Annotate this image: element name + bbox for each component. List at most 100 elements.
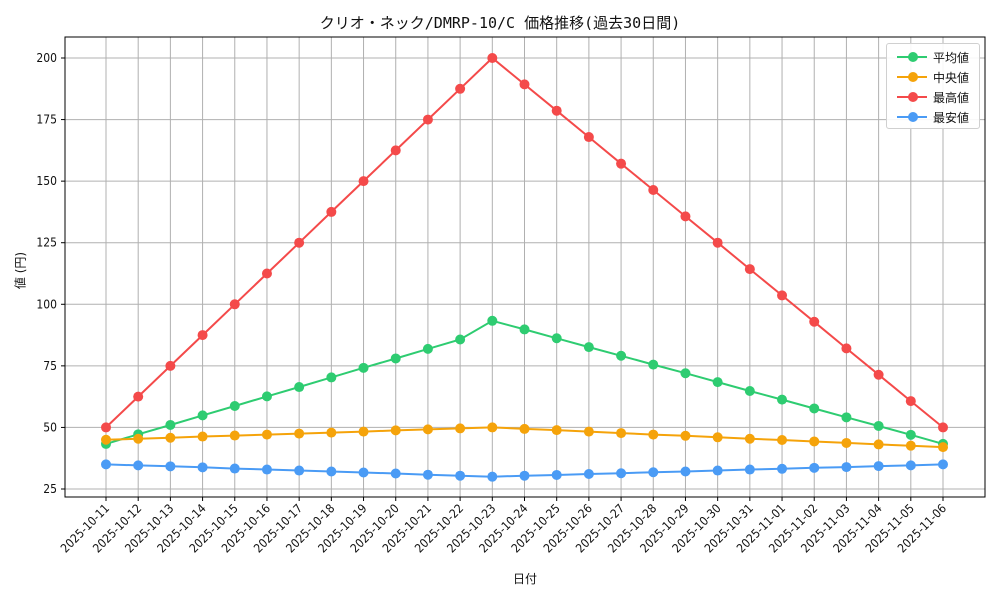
data-point bbox=[165, 419, 176, 430]
data-point bbox=[358, 176, 369, 187]
series-1 bbox=[101, 422, 948, 453]
data-point bbox=[133, 433, 144, 444]
data-point bbox=[680, 368, 691, 379]
data-point bbox=[777, 434, 788, 445]
data-point bbox=[744, 433, 755, 444]
legend-item-median: 中央値 bbox=[887, 67, 979, 87]
data-point bbox=[487, 315, 498, 326]
legend-item-max: 最高値 bbox=[887, 87, 979, 107]
data-point bbox=[101, 434, 111, 445]
data-point bbox=[841, 412, 852, 423]
legend-item-average: 平均値 bbox=[887, 47, 979, 67]
data-point bbox=[809, 436, 820, 447]
data-point bbox=[841, 343, 852, 354]
grid-lines bbox=[65, 37, 985, 497]
data-point bbox=[809, 403, 820, 414]
data-point bbox=[551, 469, 562, 480]
data-point bbox=[551, 105, 562, 116]
data-point bbox=[680, 430, 691, 441]
data-point bbox=[616, 350, 627, 361]
data-point bbox=[229, 430, 240, 441]
data-point bbox=[616, 158, 627, 169]
data-point bbox=[648, 359, 659, 370]
y-tick-label: 125 bbox=[36, 236, 57, 250]
data-point bbox=[712, 432, 723, 443]
data-point bbox=[197, 431, 208, 442]
data-point bbox=[261, 464, 272, 475]
data-point bbox=[197, 330, 208, 341]
data-point bbox=[261, 429, 272, 440]
data-point bbox=[133, 460, 144, 471]
data-point bbox=[841, 437, 852, 448]
data-point bbox=[390, 425, 401, 436]
data-point bbox=[905, 396, 916, 407]
data-point bbox=[358, 467, 369, 478]
data-point bbox=[165, 360, 176, 371]
data-point bbox=[165, 461, 176, 472]
data-point bbox=[261, 391, 272, 402]
data-point bbox=[938, 459, 948, 470]
legend-marker-icon bbox=[908, 112, 918, 122]
data-point bbox=[777, 394, 788, 405]
legend-label: 最高値 bbox=[933, 91, 970, 105]
data-point bbox=[873, 439, 884, 450]
data-point bbox=[809, 316, 820, 327]
legend-marker-icon bbox=[908, 92, 918, 102]
data-point bbox=[744, 264, 755, 275]
data-point bbox=[712, 237, 723, 248]
data-point bbox=[744, 464, 755, 475]
data-point bbox=[519, 79, 530, 90]
data-point bbox=[422, 343, 433, 354]
data-point bbox=[326, 466, 337, 477]
data-point bbox=[551, 425, 562, 436]
data-point bbox=[680, 466, 691, 477]
data-point bbox=[744, 385, 755, 396]
data-point bbox=[326, 206, 337, 217]
y-tick-label: 175 bbox=[36, 113, 57, 127]
data-point bbox=[938, 442, 948, 453]
data-point bbox=[390, 353, 401, 364]
x-axis-ticks: 2025-10-112025-10-122025-10-132025-10-14… bbox=[58, 497, 949, 555]
data-point bbox=[519, 423, 530, 434]
data-point bbox=[390, 468, 401, 479]
data-point bbox=[648, 429, 659, 440]
data-point bbox=[229, 463, 240, 474]
series-2 bbox=[101, 53, 948, 433]
data-point bbox=[583, 468, 594, 479]
data-point bbox=[294, 465, 305, 476]
data-point bbox=[455, 470, 466, 481]
data-point bbox=[422, 114, 433, 125]
data-point bbox=[873, 420, 884, 431]
data-point bbox=[712, 465, 723, 476]
data-point bbox=[648, 467, 659, 478]
data-point bbox=[551, 333, 562, 344]
data-point bbox=[326, 427, 337, 438]
legend: 平均値 中央値 最高値 最安値 bbox=[886, 43, 980, 129]
legend-marker-icon bbox=[908, 72, 918, 82]
data-series bbox=[101, 53, 948, 482]
data-point bbox=[197, 410, 208, 421]
data-point bbox=[841, 462, 852, 473]
data-point bbox=[873, 369, 884, 380]
data-point bbox=[519, 470, 530, 481]
data-point bbox=[229, 299, 240, 310]
data-point bbox=[358, 362, 369, 373]
data-point bbox=[229, 401, 240, 412]
y-tick-label: 100 bbox=[36, 297, 57, 311]
data-point bbox=[809, 462, 820, 473]
y-tick-label: 200 bbox=[36, 51, 57, 65]
y-tick-label: 25 bbox=[43, 482, 57, 496]
data-point bbox=[294, 237, 305, 248]
data-point bbox=[873, 461, 884, 472]
series-0 bbox=[101, 315, 948, 449]
data-point bbox=[777, 290, 788, 301]
data-point bbox=[487, 53, 498, 63]
series-3 bbox=[101, 459, 948, 482]
legend-item-min: 最安値 bbox=[887, 107, 979, 127]
data-point bbox=[165, 432, 176, 443]
y-axis-label: 値 (円) bbox=[13, 251, 28, 290]
x-axis-label: 日付 bbox=[512, 572, 537, 586]
data-point bbox=[261, 268, 272, 279]
data-point bbox=[680, 211, 691, 222]
